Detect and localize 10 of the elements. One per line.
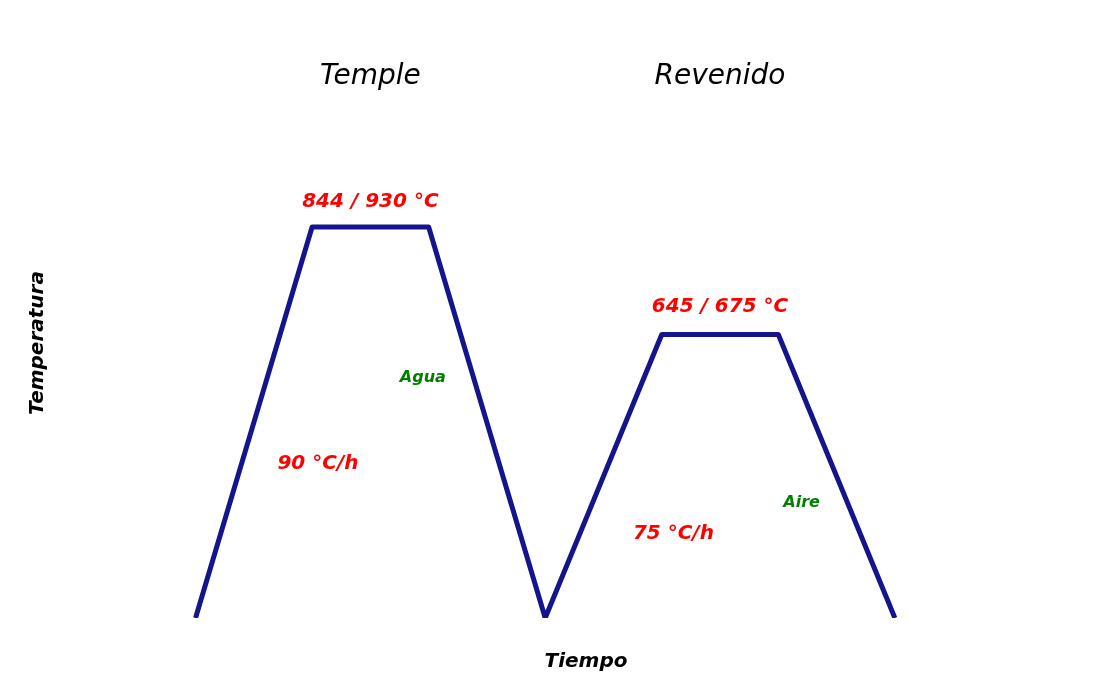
- text: Temple: [319, 57, 421, 91]
- annotation: 645 / 675 °C: [651, 293, 789, 318]
- text: 844 / 930 °C: [302, 187, 439, 212]
- y-axis-title: Temperatura: [24, 271, 48, 415]
- annotation: Agua: [399, 366, 446, 386]
- annotation: Aire: [783, 491, 820, 511]
- annotation: 90 °C/h: [277, 449, 359, 474]
- x-axis-title: Tiempo: [544, 648, 628, 672]
- text: Revenido: [654, 57, 786, 91]
- annotation: 75 °C/h: [632, 519, 714, 544]
